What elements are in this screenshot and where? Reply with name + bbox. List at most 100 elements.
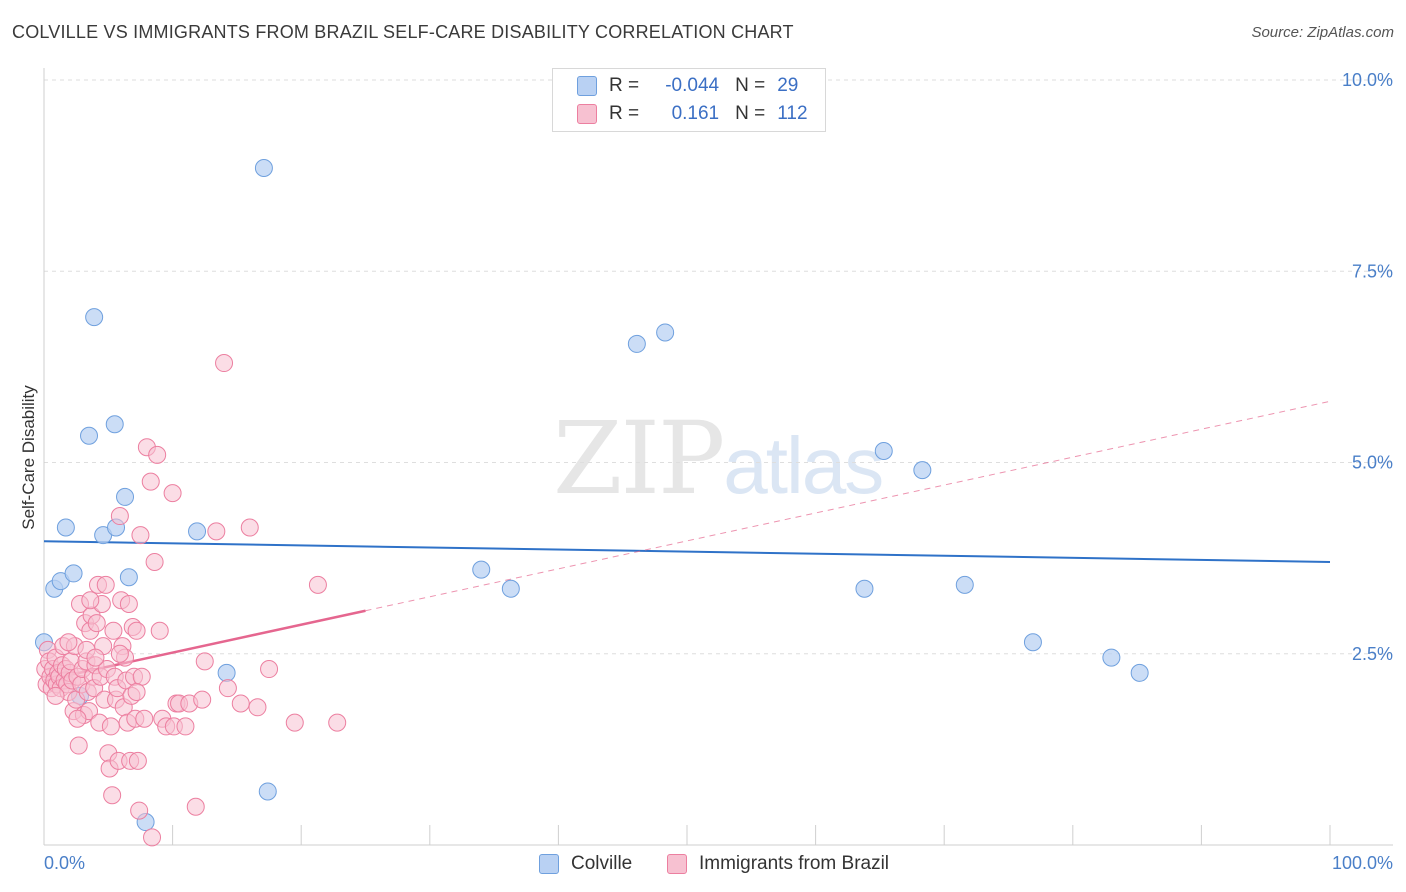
brazil-point bbox=[69, 736, 88, 755]
colville-point bbox=[855, 579, 874, 598]
colville-point bbox=[119, 568, 138, 587]
brazil-point bbox=[104, 621, 123, 640]
legend-n-value: 112 bbox=[777, 103, 808, 124]
brazil-point bbox=[87, 614, 106, 633]
brazil-point bbox=[218, 679, 237, 698]
brazil-point bbox=[59, 633, 78, 652]
legend-row-colville: R = -0.044 N = 29 bbox=[577, 73, 798, 99]
brazil-point bbox=[328, 713, 347, 732]
colville-point bbox=[254, 158, 273, 177]
brazil-point bbox=[86, 648, 105, 667]
brazil-point bbox=[248, 698, 267, 717]
watermark-atlas: atlas bbox=[723, 421, 884, 510]
colville-point bbox=[1023, 633, 1042, 652]
brazil-point bbox=[96, 575, 115, 594]
colville-point bbox=[217, 663, 236, 682]
colville-point bbox=[188, 522, 207, 541]
legend-n-value: 29 bbox=[777, 75, 799, 96]
bottom-legend-colville[interactable]: Colville bbox=[539, 851, 632, 877]
brazil-point bbox=[215, 354, 234, 373]
brazil-point bbox=[110, 507, 129, 526]
brazil-point bbox=[150, 621, 169, 640]
brazil-point bbox=[207, 522, 226, 541]
brazil-swatch bbox=[577, 104, 597, 124]
grid-layer bbox=[44, 79, 1393, 655]
colville-point bbox=[501, 579, 520, 598]
brazil-point bbox=[130, 801, 149, 820]
brazil-point bbox=[135, 709, 154, 728]
brazil-trendline-extension bbox=[365, 400, 1331, 612]
brazil-point bbox=[240, 518, 259, 537]
y-tick-label: 7.5% bbox=[1352, 261, 1393, 281]
brazil-swatch bbox=[667, 854, 687, 874]
colville-point bbox=[258, 782, 277, 801]
brazil-point bbox=[308, 575, 327, 594]
colville-point bbox=[80, 426, 99, 445]
colville-point bbox=[874, 442, 893, 461]
colville-legend-label: Colville bbox=[571, 853, 633, 874]
legend-row-brazil: R = 0.161 N = 112 bbox=[577, 101, 808, 127]
correlation-legend: R = -0.044 N = 29 R = 0.161 N = 112 bbox=[552, 68, 826, 132]
x-tick-label: 0.0% bbox=[44, 853, 85, 873]
brazil-point bbox=[68, 709, 87, 728]
legend-r-label: R = bbox=[609, 75, 640, 96]
colville-point bbox=[1130, 663, 1149, 682]
points-layer bbox=[35, 158, 1149, 847]
colville-point bbox=[56, 518, 75, 537]
colville-trendline bbox=[43, 540, 1331, 563]
axis-layer bbox=[43, 68, 1393, 846]
brazil-point bbox=[186, 797, 205, 816]
colville-swatch bbox=[577, 76, 597, 96]
y-tick-label: 5.0% bbox=[1352, 453, 1393, 473]
colville-point bbox=[627, 334, 646, 353]
source-credit: Source: ZipAtlas.com bbox=[1251, 24, 1394, 41]
colville-point bbox=[913, 461, 932, 480]
brazil-legend-label: Immigrants from Brazil bbox=[699, 853, 890, 874]
brazil-point bbox=[131, 526, 150, 545]
legend-n-label: N = bbox=[735, 75, 766, 96]
brazil-point bbox=[128, 751, 147, 770]
colville-point bbox=[955, 575, 974, 594]
y-axis-label: Self-Care Disability bbox=[19, 385, 38, 530]
colville-point bbox=[116, 487, 135, 506]
bottom-legend-brazil[interactable]: Immigrants from Brazil bbox=[667, 851, 889, 877]
brazil-point bbox=[231, 694, 250, 713]
legend-r-label: R = bbox=[609, 103, 640, 124]
brazil-point bbox=[101, 717, 120, 736]
trend-layer bbox=[43, 400, 1331, 682]
colville-point bbox=[64, 564, 83, 583]
brazil-point bbox=[193, 690, 212, 709]
label-layer: 2.5% 5.0% 7.5% 10.0% 0.0% 100.0% Self-Care Dis… bbox=[19, 70, 1393, 873]
colville-point bbox=[472, 560, 491, 579]
brazil-point bbox=[145, 552, 164, 571]
watermark-zip: ZIP bbox=[553, 400, 725, 517]
brazil-point bbox=[110, 644, 129, 663]
watermark: ZIPatlas bbox=[553, 400, 884, 517]
brazil-point bbox=[119, 595, 138, 614]
colville-point bbox=[85, 308, 104, 327]
brazil-point bbox=[260, 660, 279, 679]
chart-title: COLVILLE VS IMMIGRANTS FROM BRAZIL SELF-… bbox=[12, 22, 794, 42]
brazil-point bbox=[143, 828, 162, 847]
brazil-point bbox=[285, 713, 304, 732]
brazil-point bbox=[132, 667, 151, 686]
colville-point bbox=[105, 415, 124, 434]
legend-n-label: N = bbox=[735, 103, 766, 124]
legend-r-value: -0.044 bbox=[665, 75, 720, 96]
brazil-point bbox=[103, 786, 122, 805]
brazil-point bbox=[127, 683, 146, 701]
x-tick-label: 100.0% bbox=[1332, 853, 1393, 873]
brazil-point bbox=[163, 484, 182, 503]
brazil-point bbox=[81, 591, 100, 610]
colville-swatch bbox=[539, 854, 559, 874]
legend-r-value: 0.161 bbox=[671, 103, 720, 124]
y-tick-label: 10.0% bbox=[1342, 70, 1393, 90]
brazil-point bbox=[127, 621, 146, 640]
brazil-point bbox=[195, 652, 214, 671]
y-tick-label: 2.5% bbox=[1352, 644, 1393, 664]
brazil-point bbox=[148, 445, 167, 464]
brazil-point bbox=[176, 717, 195, 736]
colville-point bbox=[1102, 648, 1121, 667]
brazil-point bbox=[46, 686, 65, 705]
